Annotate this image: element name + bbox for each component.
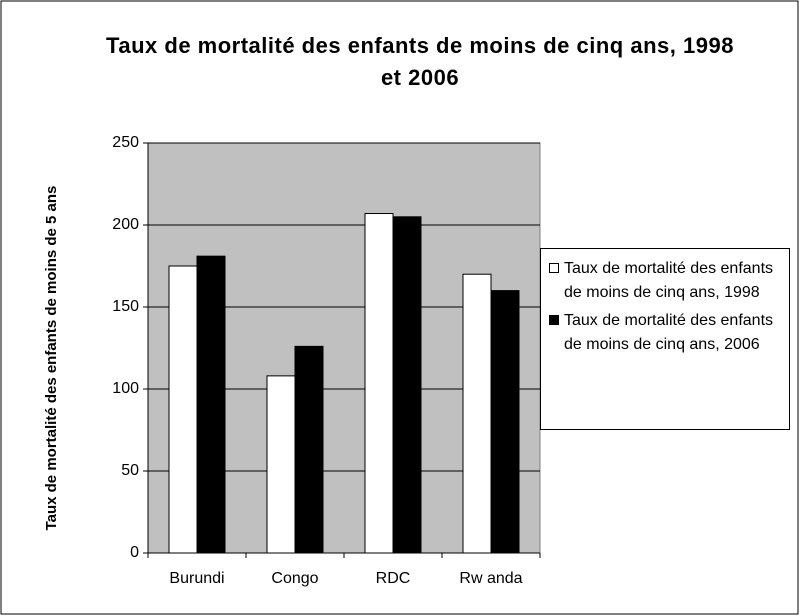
y-axis-label: Taux de mortalité des enfants de moins d… <box>43 185 60 531</box>
bar <box>266 375 296 554</box>
y-tick-label: 150 <box>112 298 139 315</box>
x-tick-label: Rw anda <box>459 570 522 587</box>
y-tick-label: 0 <box>130 544 139 561</box>
legend-label: Taux de mortalité des enfants de moins d… <box>564 312 774 353</box>
x-tick-label: Burundi <box>169 570 224 587</box>
bar <box>294 345 324 554</box>
bar <box>462 273 492 554</box>
y-tick-label: 250 <box>112 134 139 151</box>
legend-swatch <box>549 263 559 273</box>
y-tick-label: 50 <box>121 462 139 479</box>
legend-swatch <box>549 315 559 325</box>
legend-item: Taux de mortalité des enfants de moins d… <box>545 309 785 357</box>
x-tick-label: Congo <box>271 570 318 587</box>
legend-label: Taux de mortalité des enfants de moins d… <box>564 260 774 301</box>
bar <box>168 265 198 554</box>
y-tick-label: 200 <box>112 216 139 233</box>
bar <box>196 255 226 554</box>
bar <box>392 216 422 554</box>
chart-title: Taux de mortalité des enfants de moins d… <box>106 33 734 90</box>
x-tick-label: RDC <box>376 570 411 587</box>
bar <box>490 290 520 554</box>
bar <box>364 213 394 554</box>
y-tick-label: 100 <box>112 380 139 397</box>
legend-item: Taux de mortalité des enfants de moins d… <box>545 257 785 305</box>
legend: Taux de mortalité des enfants de moins d… <box>540 248 790 430</box>
